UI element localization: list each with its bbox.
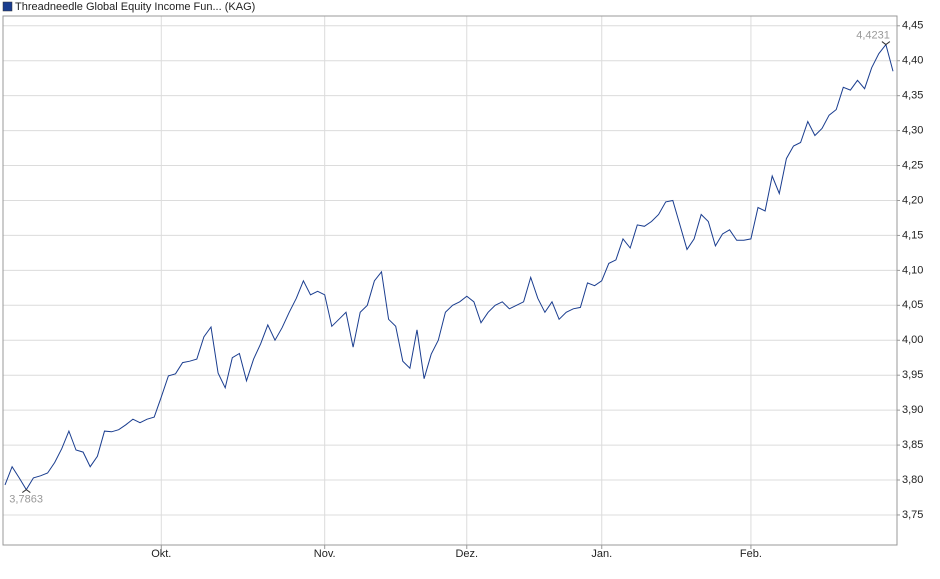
y-tick-label: 4,15 <box>902 229 923 241</box>
y-tick-label: 3,75 <box>902 509 923 521</box>
y-tick-label: 4,35 <box>902 90 923 102</box>
y-tick-label: 4,10 <box>902 264 923 276</box>
y-tick-label: 4,20 <box>902 194 923 206</box>
marker <box>22 488 31 493</box>
y-tick-label: 4,30 <box>902 125 923 137</box>
value-label: 4,4231 <box>856 29 890 41</box>
y-tick-label: 4,45 <box>902 20 923 32</box>
x-tick-label: Feb. <box>740 548 762 560</box>
x-tick-label: Nov. <box>314 548 336 560</box>
y-tick-label: 3,95 <box>902 369 923 381</box>
y-tick-label: 3,85 <box>902 439 923 451</box>
x-tick-label: Jan. <box>591 548 612 560</box>
y-tick-label: 4,05 <box>902 299 923 311</box>
legend-swatch <box>2 1 13 12</box>
x-tick-label: Dez. <box>455 548 478 560</box>
x-tick-label: Okt. <box>151 548 171 560</box>
y-tick-label: 4,40 <box>902 55 923 67</box>
plot-frame <box>2 15 898 546</box>
value-label: 3,7863 <box>9 493 43 505</box>
y-tick-label: 3,90 <box>902 404 923 416</box>
line <box>4 43 894 491</box>
legend-label: Threadneedle Global Equity Income Fun...… <box>15 1 255 13</box>
y-tick-label: 4,25 <box>902 159 923 171</box>
y-tick-label: 3,80 <box>902 474 923 486</box>
marker <box>881 41 891 46</box>
y-tick-label: 4,00 <box>902 334 923 346</box>
